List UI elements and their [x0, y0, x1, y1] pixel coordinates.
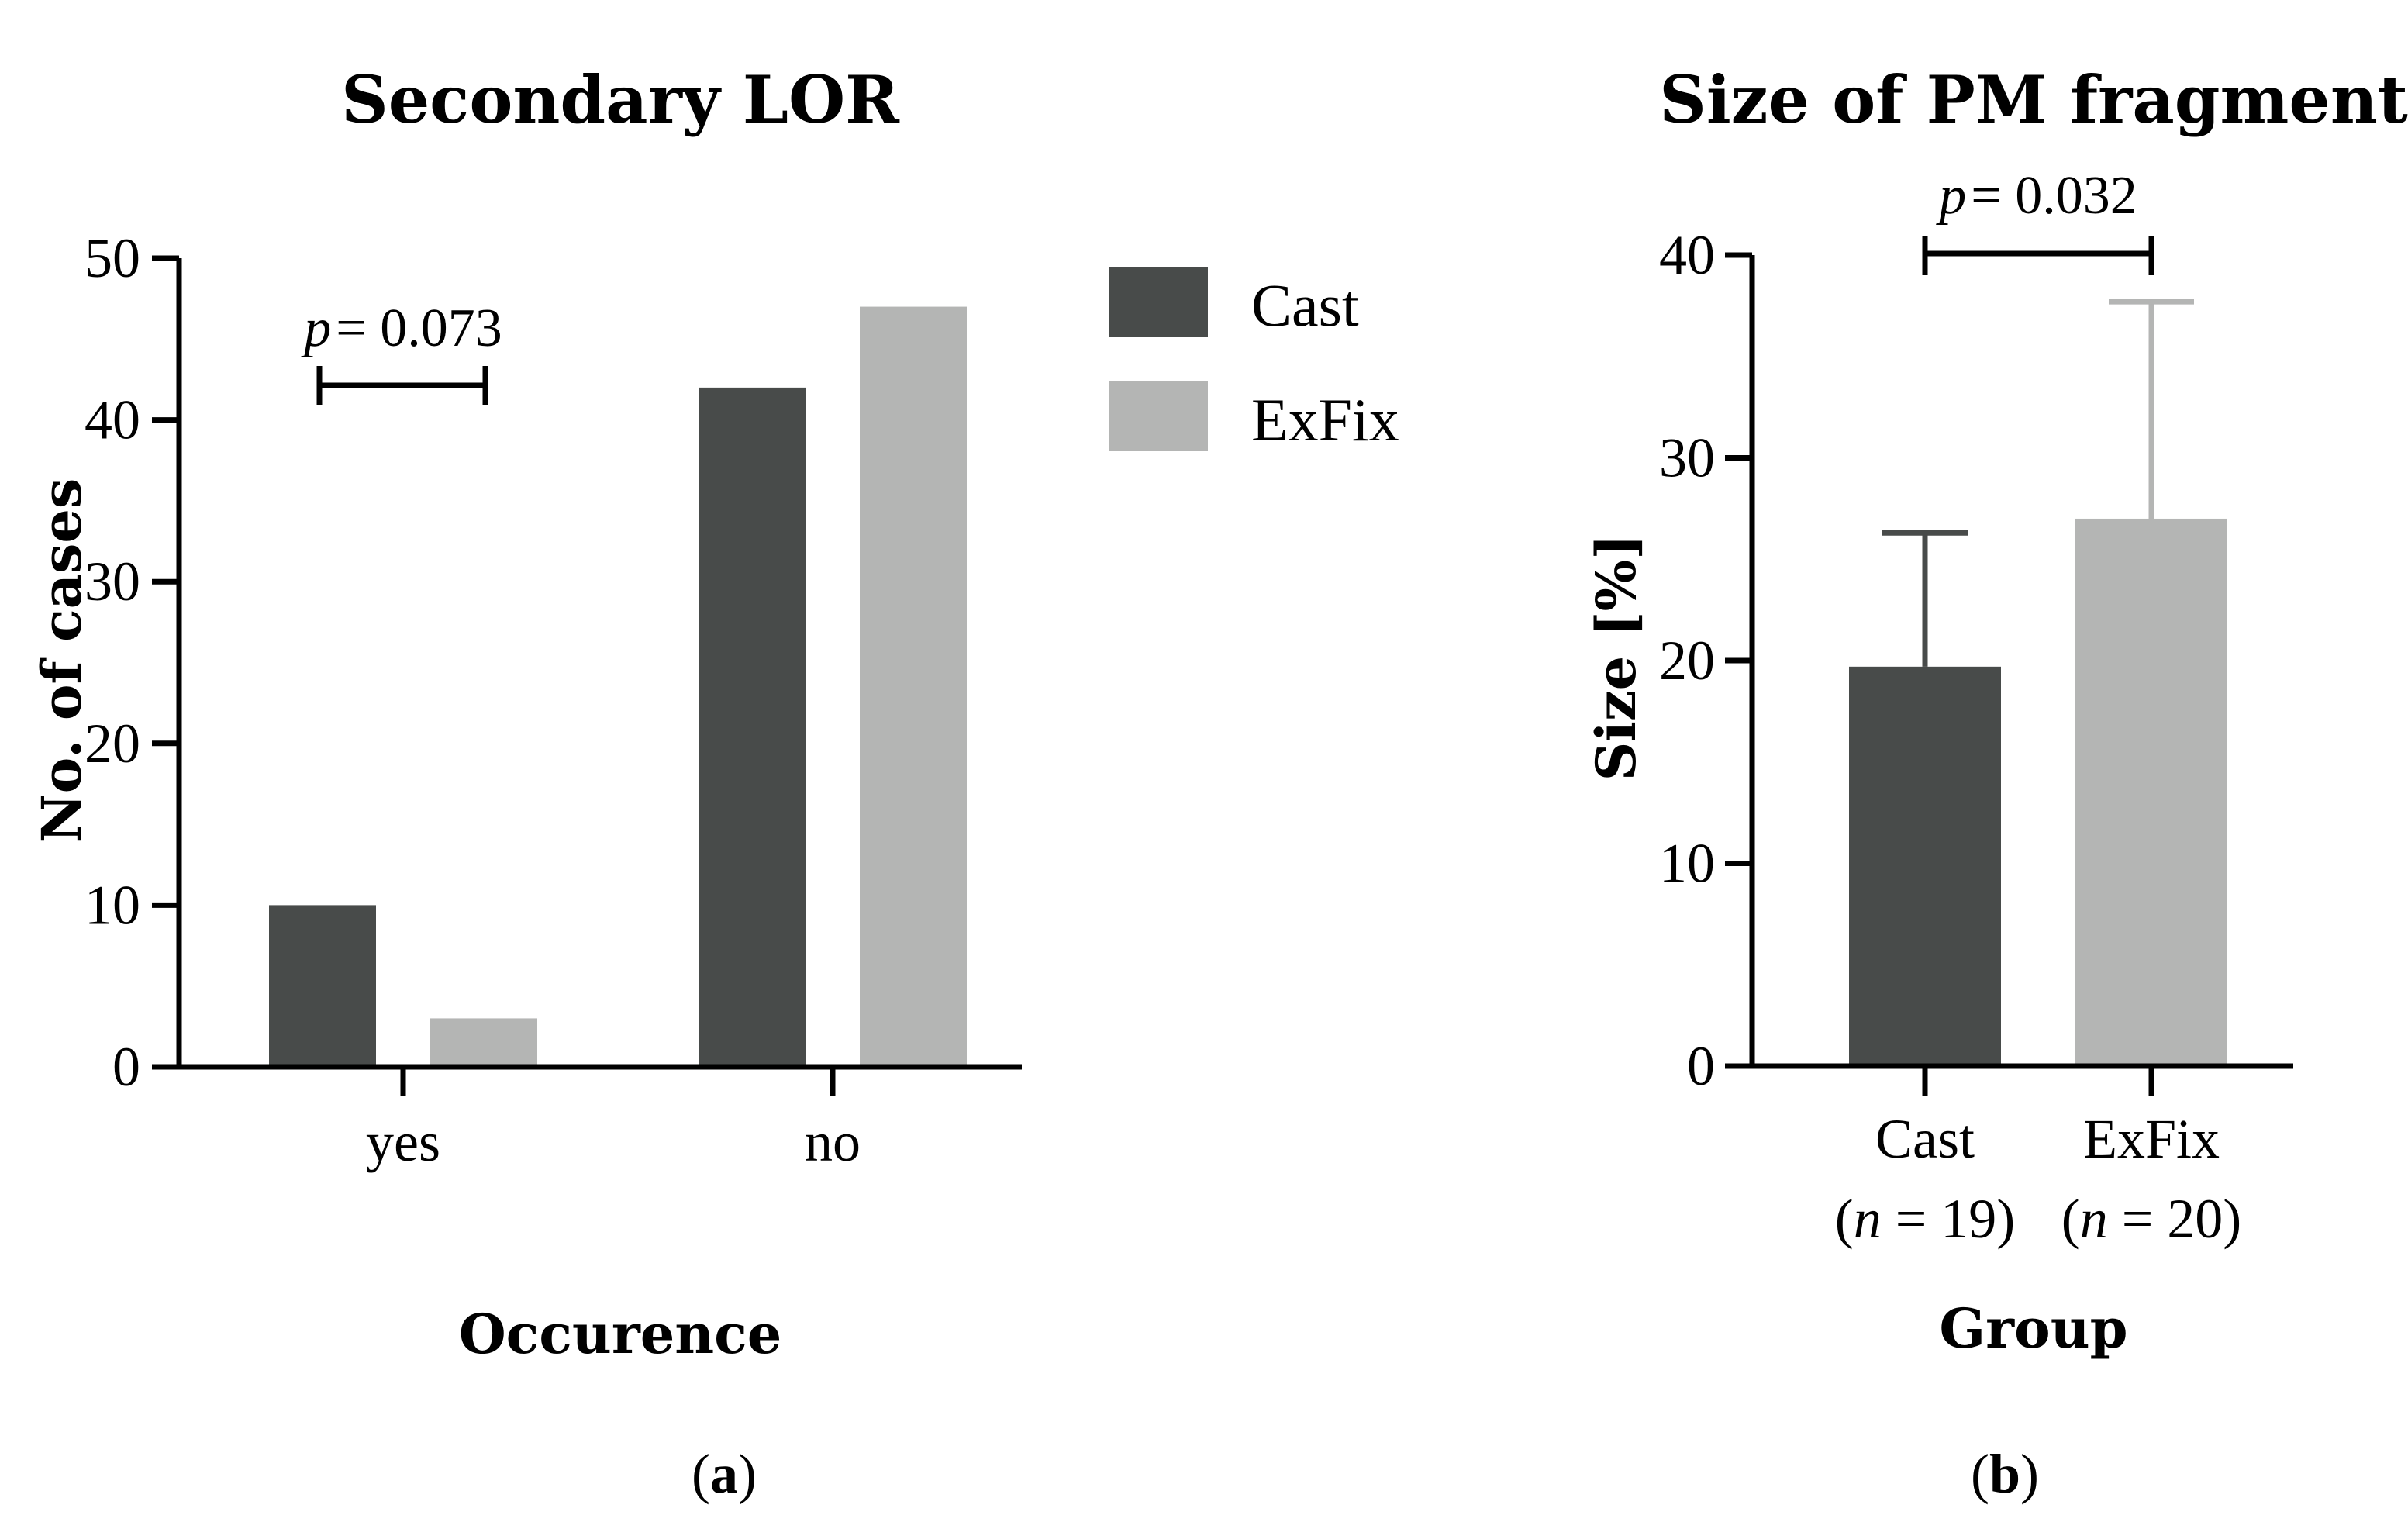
- chart-b-pvalue: p= 0.032: [1935, 166, 2137, 226]
- chart-b-y-ticks: 0 10 20 30 40: [1659, 224, 1752, 1097]
- chart-a-axes: [176, 258, 1022, 1070]
- panel-a-label: (a): [692, 1443, 757, 1505]
- b-y-tick-label-30: 30: [1659, 427, 1715, 489]
- bar-yes-exfix: [430, 1018, 537, 1067]
- bar-no-exfix: [860, 306, 967, 1068]
- chart-b-axes: [1749, 255, 2293, 1069]
- chart-b-significance-bracket: p= 0.032: [1922, 166, 2154, 275]
- chart-a-title: Secondary LOR: [341, 61, 900, 138]
- chart-a-significance-bracket: p= 0.073: [300, 299, 502, 405]
- b-y-tick-label-40: 40: [1659, 224, 1715, 286]
- y-tick-label-30: 30: [85, 550, 140, 613]
- y-tick-label-50: 50: [85, 227, 140, 289]
- chart-b-xlabel: Group: [1939, 1296, 2127, 1361]
- chart-b-x-ticks: Cast (n = 19) ExFix (n = 20): [1835, 1066, 2242, 1250]
- chart-b-bars: [1849, 518, 2227, 1066]
- legend-exfix-label: ExFix: [1251, 386, 1399, 454]
- chart-a-pvalue: p= 0.073: [300, 299, 502, 358]
- panel-b-label: (b): [1971, 1443, 2039, 1505]
- bar-exfix: [2075, 518, 2227, 1066]
- legend-item-exfix: ExFix: [1109, 381, 1399, 454]
- chart-a-xlabel: Occurence: [459, 1302, 782, 1366]
- bar-no-cast: [699, 387, 806, 1067]
- chart-a-bars: [269, 306, 967, 1068]
- legend-cast-swatch: [1109, 267, 1208, 337]
- b-x-tick-n-exfix: (n = 20): [2061, 1188, 2242, 1250]
- b-y-tick-label-10: 10: [1659, 833, 1715, 895]
- b-x-tick-label-cast: Cast: [1875, 1108, 1975, 1170]
- chart-a-x-ticks: yes no: [366, 1067, 861, 1173]
- y-tick-label-0: 0: [112, 1036, 140, 1098]
- bar-yes-cast: [269, 905, 376, 1067]
- b-x-tick-label-exfix: ExFix: [2083, 1108, 2220, 1170]
- y-tick-label-40: 40: [85, 389, 140, 451]
- chart-a-y-ticks: 0 10 20 30 40 50: [85, 227, 179, 1098]
- x-tick-label-no: no: [805, 1111, 861, 1173]
- legend-item-cast: Cast: [1109, 267, 1359, 339]
- x-tick-label-yes: yes: [366, 1111, 440, 1173]
- b-y-tick-label-20: 20: [1659, 630, 1715, 692]
- legend-exfix-swatch: [1109, 381, 1208, 451]
- y-tick-label-20: 20: [85, 713, 140, 775]
- y-tick-label-10: 10: [85, 874, 140, 936]
- b-y-tick-label-0: 0: [1687, 1035, 1715, 1097]
- chart-b-ylabel: Size [%]: [1584, 534, 1648, 782]
- bar-cast: [1849, 666, 2001, 1066]
- chart-b-error-bars: [1882, 299, 2194, 667]
- legend-cast-label: Cast: [1251, 271, 1359, 339]
- b-x-tick-n-cast: (n = 19): [1835, 1188, 2016, 1250]
- chart-a-ylabel: No. of cases: [29, 478, 94, 844]
- chart-b-title: Size of PM fragment: [1659, 61, 2408, 138]
- panel-b-pm-fragment-size: Size of PM fragment Size [%] 0 10 20 30 40 C…: [1584, 61, 2408, 1505]
- panel-a-secondary-lor: Secondary LOR No. of cases 0 10 20 30 40 50 y…: [29, 61, 1399, 1505]
- chart-a-legend: Cast ExFix: [1109, 267, 1399, 454]
